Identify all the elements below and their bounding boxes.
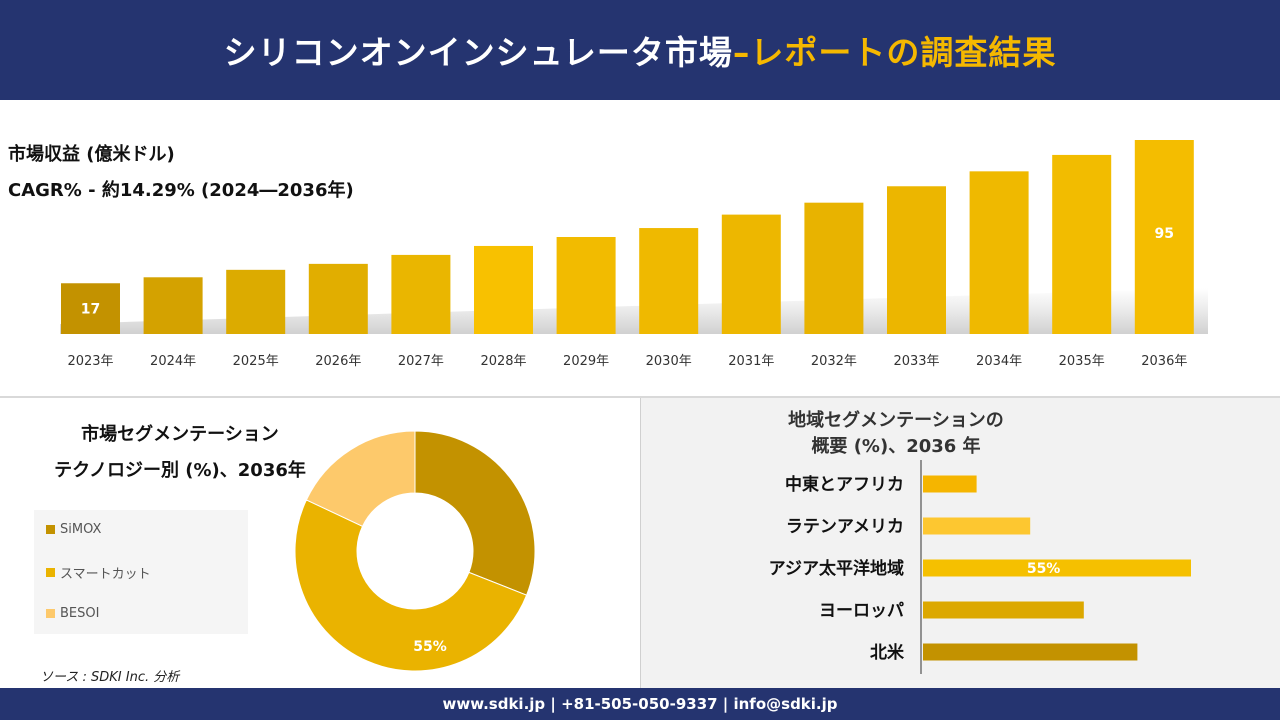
section-divider: [0, 396, 1280, 398]
report-header: シリコンオンインシュレータ市場 –レポートの調査結果: [0, 0, 1280, 100]
region-label: 北米: [870, 642, 905, 663]
legend-swatch: [46, 609, 55, 618]
revenue-bar: [721, 214, 781, 334]
contact-info: www.sdki.jp | +81-505-050-9337 | info@sd…: [442, 695, 838, 713]
contact-footer: www.sdki.jp | +81-505-050-9337 | info@sd…: [0, 688, 1280, 720]
revenue-bar: [391, 254, 451, 334]
region-segment-panel: 地域セグメンテーションの 概要 (%)、2036 年 中東とアフリカ ラテンアメリ…: [640, 398, 1280, 688]
technology-donut-chart: 55%: [294, 430, 536, 672]
revenue-bar: [474, 245, 533, 334]
year-tick-label: 2031年: [728, 354, 774, 369]
revenue-bar: [804, 202, 864, 334]
region-bar: [923, 643, 1138, 661]
donut-slice: [305, 430, 416, 527]
bar-data-label: 17: [81, 302, 100, 318]
year-tick-label: 2036年: [1141, 354, 1187, 369]
legend-swatch: [46, 525, 55, 534]
revenue-bar: [308, 263, 368, 334]
year-tick-label: 2026年: [315, 354, 361, 369]
donut-legend: [34, 510, 248, 634]
cagr-label: CAGR% - 約14.29% (2024―2036年): [8, 180, 354, 201]
year-tick-label: 2024年: [150, 354, 196, 369]
revenue-bar: [639, 228, 699, 334]
revenue-bar: [143, 277, 203, 334]
region-bar: [923, 475, 977, 493]
legend-item-besoi: BESOI: [46, 606, 99, 621]
year-tick-label: 2027年: [398, 354, 444, 369]
region-label: アジア太平洋地域: [769, 558, 904, 579]
year-tick-label: 2023年: [67, 354, 113, 369]
region-data-label: 55%: [1027, 561, 1061, 577]
year-tick-label: 2029年: [563, 354, 609, 369]
legend-swatch: [46, 568, 55, 577]
tech-segment-title-line1: 市場セグメンテーション: [81, 424, 279, 445]
revenue-bar: [1052, 154, 1112, 334]
revenue-bar-chart: 2023年 17 2024年 2025年 2026年 2027年 2028年 2029年 203…: [60, 140, 1208, 369]
revenue-bar: [1134, 140, 1194, 334]
region-segment-title-line2: 概要 (%)、2036 年: [811, 436, 981, 457]
year-tick-label: 2032年: [811, 354, 857, 369]
region-segment-title-line1: 地域セグメンテーションの: [788, 410, 1004, 431]
legend-label: スマートカット: [60, 567, 151, 582]
region-label: ラテンアメリカ: [786, 517, 904, 537]
report-title: シリコンオンインシュレータ市場: [223, 33, 733, 72]
year-tick-label: 2030年: [646, 354, 692, 369]
revenue-bar: [887, 186, 946, 334]
year-tick-label: 2033年: [893, 354, 939, 369]
report-title-suffix: –レポートの調査結果: [732, 33, 1057, 72]
revenue-bar: [61, 283, 120, 334]
region-bar: [923, 601, 1084, 619]
region-label: ヨーロッパ: [819, 601, 904, 621]
legend-item-smartcut: スマートカット: [46, 563, 151, 582]
year-tick-label: 2028年: [480, 354, 526, 369]
region-bar: [923, 559, 1191, 577]
year-tick-label: 2035年: [1059, 354, 1105, 369]
revenue-bar: [969, 171, 1029, 334]
donut-slice: [294, 499, 528, 672]
revenue-bar: [226, 269, 286, 334]
source-note: ソース : SDKI Inc. 分析: [40, 670, 180, 685]
donut-data-label: 55%: [413, 639, 447, 655]
legend-label: SiMOX: [60, 522, 102, 537]
region-label: 中東とアフリカ: [785, 474, 904, 495]
year-tick-label: 2034年: [976, 354, 1022, 369]
revenue-bar: [556, 237, 616, 334]
revenue-chart-section: 2023年 17 2024年 2025年 2026年 2027年 2028年 2029年 203…: [0, 100, 1280, 396]
region-bar: [923, 517, 1031, 535]
legend-label: BESOI: [60, 606, 100, 621]
legend-item-simox: SiMOX: [46, 522, 101, 537]
tech-segment-title-line2: テクノロジー別 (%)、2036年: [54, 460, 306, 481]
metric-label: 市場収益 (億米ドル): [8, 144, 175, 165]
technology-segment-panel: 市場セグメンテーション テクノロジー別 (%)、2036年 SiMOX スマート…: [0, 398, 640, 688]
bar-data-label: 95: [1155, 226, 1174, 242]
donut-slice: [414, 430, 536, 596]
year-tick-label: 2025年: [233, 354, 279, 369]
